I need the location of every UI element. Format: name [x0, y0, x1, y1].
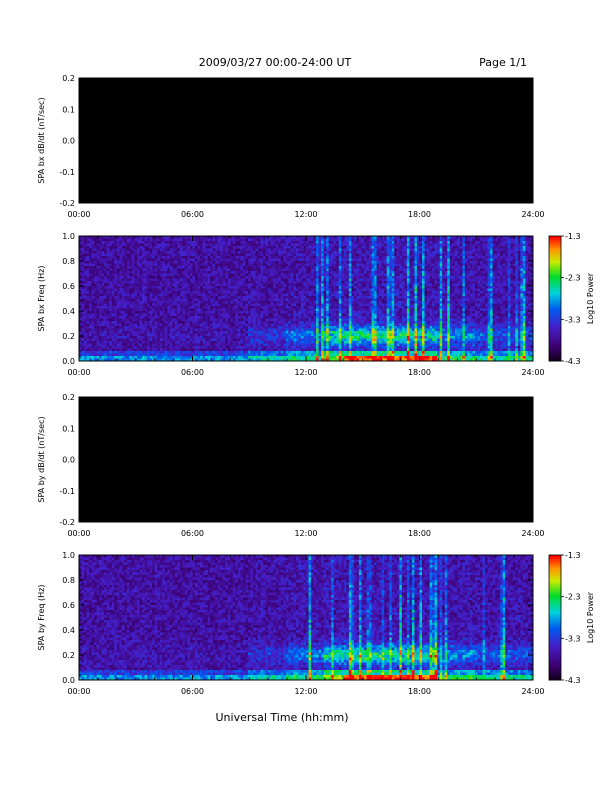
y-tick-label: 0.2 [62, 332, 75, 341]
x-axis-0: 00:00 06:00 12:00 18:00 24:00 [67, 210, 544, 219]
y-axis-title: SPA bx Freq (Hz) [37, 266, 46, 332]
x-tick-label: 24:00 [521, 529, 544, 538]
y-tick-label: 0.8 [62, 576, 75, 585]
y-tick-label: -0.2 [59, 199, 75, 208]
x-axis-3: 00:00 06:00 12:00 18:00 24:00 [67, 687, 544, 696]
y-tick-label: 0.1 [62, 105, 75, 114]
x-tick-label: 06:00 [181, 529, 204, 538]
x-tick-label: 18:00 [408, 687, 431, 696]
colorbar-tick-label: -4.3 [565, 357, 581, 366]
y-tick-label: 0.0 [62, 137, 75, 146]
y-axis-1: 1.0 0.8 0.6 0.4 0.2 0.0 SPA bx Freq (Hz) [37, 232, 75, 366]
y-tick-label: -0.2 [59, 518, 75, 527]
y-tick-label: 0.6 [62, 282, 75, 291]
y-tick-label: 0.1 [62, 424, 75, 433]
y-axis-2: 0.2 0.1 0.0 -0.1 -0.2 SPA by dB/dt (nT/sec) [37, 393, 75, 527]
x-axis-1: 00:00 06:00 12:00 18:00 24:00 [67, 368, 544, 377]
colorbar-tick-label: -1.3 [565, 232, 581, 241]
y-tick-label: 0.2 [62, 74, 75, 83]
x-tick-label: 24:00 [521, 687, 544, 696]
x-tick-label: 24:00 [521, 368, 544, 377]
y-tick-label: -0.1 [59, 487, 75, 496]
x-tick-label: 06:00 [181, 368, 204, 377]
colorbar-title: Log10 Power [586, 591, 595, 643]
y-tick-label: 1.0 [62, 232, 75, 241]
colorbar: -1.3 -2.3 -3.3 -4.3 Log10 Power [565, 551, 595, 685]
y-tick-label: -0.1 [59, 168, 75, 177]
y-axis-title: SPA bx dB/dt (nT/sec) [37, 97, 46, 183]
colorbar-title: Log10 Power [586, 272, 595, 324]
x-tick-label: 18:00 [408, 210, 431, 219]
page-number: Page 1/1 [479, 56, 527, 69]
y-axis-0: 0.2 0.1 0.0 -0.1 -0.2 SPA bx dB/dt (nT/sec) [37, 74, 75, 208]
x-axis-2: 00:00 06:00 12:00 18:00 24:00 [67, 529, 544, 538]
colorbar-tick-label: -3.3 [565, 315, 581, 324]
y-tick-label: 0.0 [62, 357, 75, 366]
x-tick-label: 06:00 [181, 687, 204, 696]
colorbar-tick-label: -4.3 [565, 676, 581, 685]
x-tick-label: 00:00 [67, 529, 90, 538]
x-tick-label: 06:00 [181, 210, 204, 219]
y-tick-label: 0.6 [62, 601, 75, 610]
y-tick-label: 0.2 [62, 651, 75, 660]
y-tick-label: 0.4 [62, 626, 75, 635]
y-axis-title: SPA by Freq (Hz) [37, 585, 46, 651]
colorbar: -1.3 -2.3 -3.3 -4.3 Log10 Power [565, 232, 595, 366]
plot-clip-rect [79, 78, 533, 203]
colorbar-tick-label: -2.3 [565, 593, 581, 602]
y-tick-label: 0.2 [62, 393, 75, 402]
y-axis-title: SPA by dB/dt (nT/sec) [37, 416, 46, 502]
x-tick-label: 12:00 [294, 529, 317, 538]
x-tick-label: 12:00 [294, 210, 317, 219]
x-tick-label: 00:00 [67, 210, 90, 219]
colorbar-tick-label: -3.3 [565, 634, 581, 643]
y-tick-label: 0.0 [62, 456, 75, 465]
y-tick-label: 0.0 [62, 676, 75, 685]
x-tick-label: 00:00 [67, 687, 90, 696]
x-tick-label: 12:00 [294, 687, 317, 696]
y-axis-3: 1.0 0.8 0.6 0.4 0.2 0.0 SPA by Freq (Hz) [37, 551, 75, 685]
plot-clip-rect [79, 397, 533, 522]
colorbar-tick-label: -2.3 [565, 274, 581, 283]
x-tick-label: 24:00 [521, 210, 544, 219]
x-tick-label: 00:00 [67, 368, 90, 377]
colorbar-tick-label: -1.3 [565, 551, 581, 560]
x-tick-label: 18:00 [408, 529, 431, 538]
x-axis-title: Universal Time (hh:mm) [216, 711, 349, 724]
x-tick-label: 18:00 [408, 368, 431, 377]
y-tick-label: 1.0 [62, 551, 75, 560]
x-tick-label: 12:00 [294, 368, 317, 377]
y-tick-label: 0.4 [62, 307, 75, 316]
y-tick-label: 0.8 [62, 257, 75, 266]
report-title: 2009/03/27 00:00-24:00 UT [199, 56, 352, 69]
